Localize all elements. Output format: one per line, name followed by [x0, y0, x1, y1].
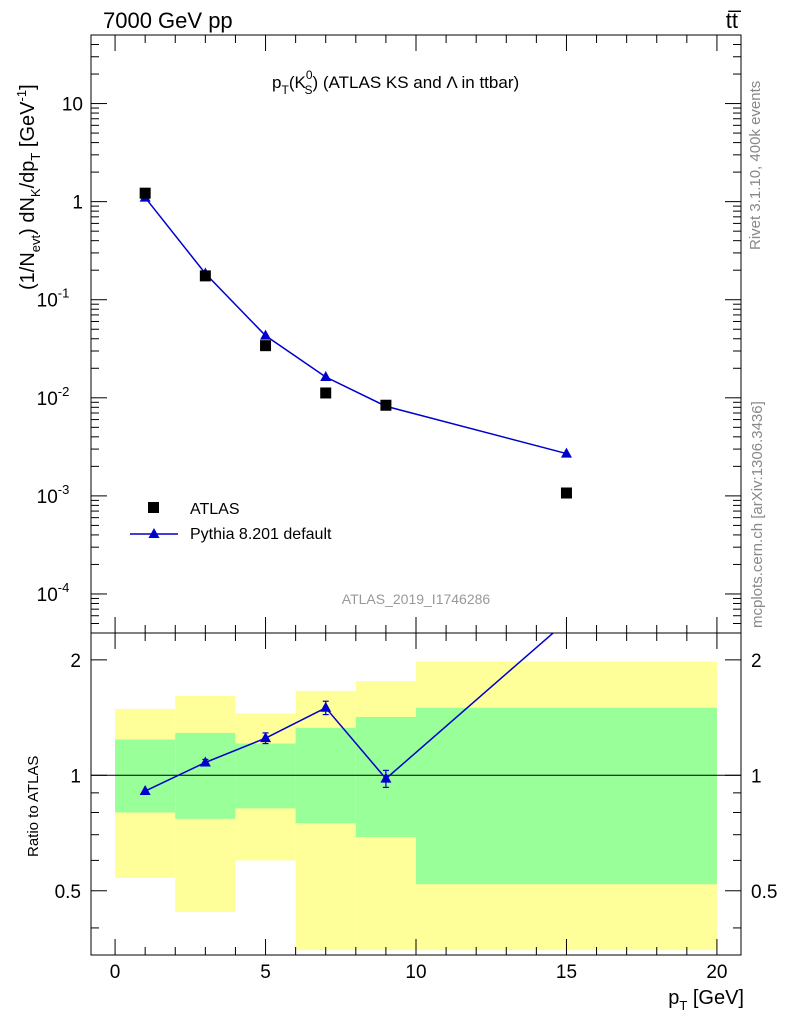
ratio-series-line	[144, 633, 555, 792]
ratio-y-tick-label-right: 1	[751, 766, 762, 787]
atlas-point	[139, 187, 151, 199]
x-tick-label: 15	[556, 962, 577, 983]
legend-marker-atlas	[148, 502, 159, 513]
ratio-point	[199, 756, 211, 767]
x-tick-label: 20	[706, 962, 727, 983]
atlas-point	[260, 340, 272, 352]
ratio-y-tick-label-right: 0.5	[751, 882, 777, 903]
x-tick-label: 0	[110, 962, 121, 983]
side-text-top: Rivet 3.1.10, 400k events	[747, 81, 764, 250]
ratio-plot-frame	[90, 632, 742, 956]
title-sup-0: 0	[306, 68, 313, 82]
header-right-label: tt̅	[726, 8, 742, 33]
main-y-tick-label: 10-4	[37, 580, 70, 606]
main-y-tick-label: 10	[62, 95, 83, 116]
main-y-axis-label: (1/Nevt) dNK/dpT [GeV-1]	[14, 84, 43, 290]
pythia-series-line	[144, 197, 567, 455]
main-y-tick-label: 10-2	[37, 384, 70, 410]
xlabel-sub-T: T	[679, 998, 687, 1013]
ratio-uncertainty-band-inner	[115, 739, 176, 813]
ratio-y-axis-label: Ratio to ATLAS	[25, 756, 42, 857]
title-rest: ) (ATLAS KS and Λ in ttbar)	[313, 73, 520, 92]
ylabel-part-c: /dp	[17, 161, 39, 189]
atlas-point	[199, 270, 211, 282]
legend-label-pythia: Pythia 8.201 default	[190, 526, 332, 543]
ratio-uncertainty-band-inner	[416, 707, 717, 885]
ylabel-sup: -1	[14, 90, 29, 102]
legend-marker-pythia	[148, 528, 160, 538]
legend-label-atlas: ATLAS	[190, 501, 240, 518]
legend: ATLAS Pythia 8.201 default	[130, 501, 332, 543]
ratio-point	[320, 701, 332, 712]
ratio-y-tick-label: 0.5	[55, 882, 81, 903]
side-text-bottom: mcplots.cern.ch [arXiv:1306.3436]	[749, 401, 766, 628]
main-y-tick-label: 10-3	[37, 482, 70, 508]
ratio-y-tick-label: 2	[70, 651, 81, 672]
ylabel-part-b: ) dN	[17, 197, 39, 235]
ylabel-part-e: ]	[17, 84, 39, 90]
x-tick-label: 5	[260, 962, 271, 983]
ratio-uncertainty-band-inner	[175, 732, 236, 819]
ratio-point	[380, 772, 392, 783]
main-y-tick-label: 10-1	[37, 286, 70, 312]
atlas-point	[560, 487, 572, 499]
title-p: p	[272, 73, 281, 92]
ylabel-part-a: (1/N	[17, 252, 39, 290]
atlas-point	[320, 387, 332, 399]
title-open: (K	[289, 73, 307, 92]
ylabel-part-d: [GeV	[17, 101, 39, 153]
analysis-watermark: ATLAS_2019_I1746286	[342, 591, 491, 607]
title-sub-S: S	[305, 83, 313, 97]
ratio-y-tick-label-right: 2	[751, 651, 762, 672]
main-plot-title: pT(K0 S) (ATLAS KS and Λ in ttbar)	[272, 68, 519, 97]
x-axis-label: pT [GeV]	[668, 987, 744, 1013]
atlas-point	[380, 399, 392, 411]
title-sub-T: T	[281, 83, 289, 97]
main-y-tick-label: 1	[72, 193, 83, 214]
xlabel-p: p	[668, 987, 679, 1009]
ylabel-sub-K: K	[28, 188, 43, 197]
ratio-point	[139, 785, 151, 796]
ratio-y-tick-label: 1	[70, 766, 81, 787]
ylabel-sub-evt: evt	[28, 234, 43, 252]
xlabel-unit: [GeV]	[687, 987, 744, 1009]
ratio-uncertainty-band-inner	[235, 743, 296, 809]
header-left-label: 7000 GeV pp	[103, 8, 233, 33]
pythia-point	[560, 447, 572, 458]
x-tick-label: 10	[405, 962, 426, 983]
pythia-point	[260, 329, 272, 340]
ylabel-sub-T: T	[28, 153, 43, 161]
ratio-point	[260, 732, 272, 743]
pythia-point	[320, 370, 332, 381]
